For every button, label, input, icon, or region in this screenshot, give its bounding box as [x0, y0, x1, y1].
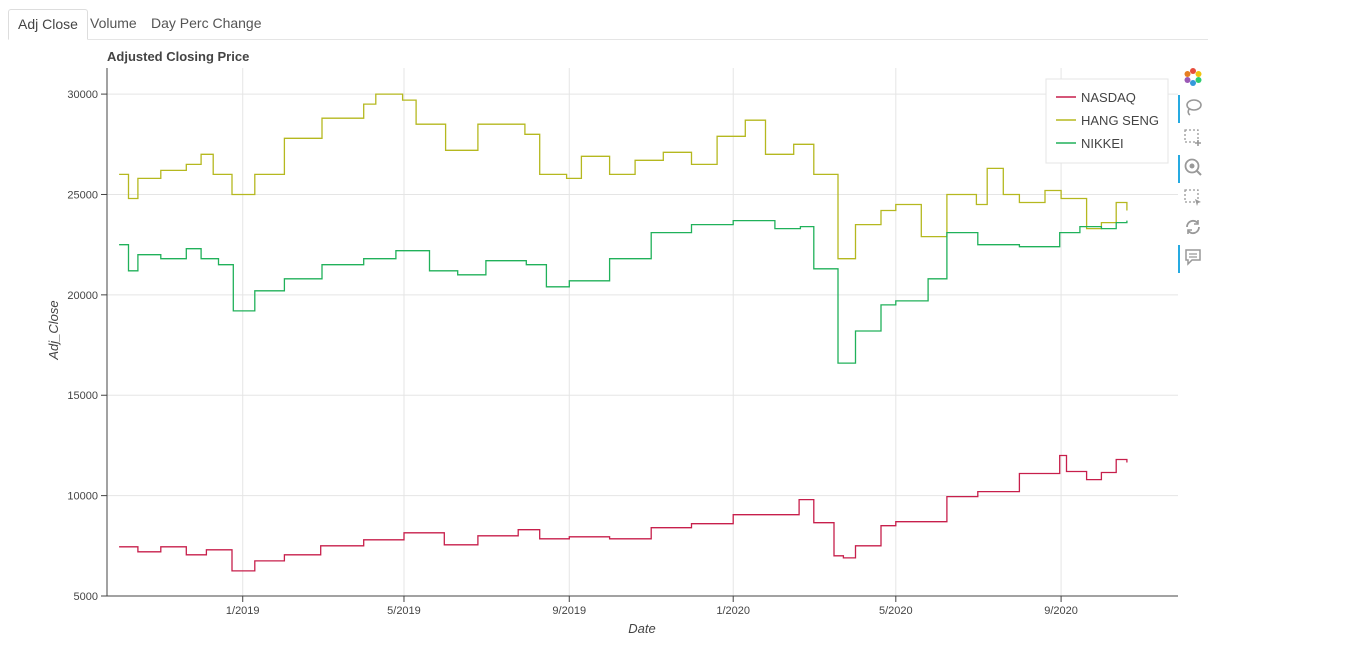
tab-bar: Adj Close Volume Day Perc Change: [8, 9, 1208, 40]
tab-day-perc-change[interactable]: Day Perc Change: [151, 15, 262, 31]
series-line-hang-seng: [119, 93, 1128, 260]
legend-label: HANG SENG: [1081, 113, 1159, 128]
series-line-nikkei: [119, 219, 1128, 364]
box-zoom-tool[interactable]: [1178, 124, 1208, 154]
axes: 5000 10000 15000 20000 25000 30000 1/2019 5/201…: [67, 68, 1178, 617]
x-tick-label: 9/2019: [552, 605, 586, 617]
bokeh-logo-tool[interactable]: [1178, 64, 1208, 94]
wheel-zoom-tool[interactable]: [1178, 154, 1208, 184]
legend: NASDAQ HANG SENG NIKKEI: [1045, 78, 1169, 164]
lasso-select-tool[interactable]: [1178, 94, 1208, 124]
hover-icon: [1183, 247, 1203, 272]
box-select-tool[interactable]: [1178, 184, 1208, 214]
hover-tool[interactable]: [1178, 244, 1208, 274]
x-axis-label: Date: [628, 621, 655, 636]
reset-tool[interactable]: [1178, 214, 1208, 244]
bokeh-logo-icon: [1183, 67, 1203, 92]
y-axis-label: Adj_Close: [46, 300, 61, 360]
lasso-select-icon: [1183, 97, 1203, 122]
x-tick-label: 9/2020: [1044, 605, 1078, 617]
x-tick-label: 5/2020: [879, 605, 913, 617]
box-zoom-icon: [1183, 127, 1203, 152]
x-tick-label: 1/2020: [716, 605, 750, 617]
y-tick-label: 5000: [74, 591, 98, 603]
x-tick-label: 1/2019: [226, 605, 260, 617]
y-tick-label: 20000: [67, 290, 98, 302]
tab-volume[interactable]: Volume: [90, 15, 137, 31]
legend-box: [1045, 78, 1169, 164]
y-tick-label: 15000: [67, 390, 98, 402]
series-layer: [119, 93, 1128, 572]
legend-label: NASDAQ: [1081, 90, 1136, 105]
y-tick-label: 10000: [67, 491, 98, 503]
chart[interactable]: 5000 10000 15000 20000 25000 30000 1/2019 5/201…: [0, 40, 1180, 640]
grid: [107, 68, 1178, 597]
y-tick-label: 30000: [67, 89, 98, 101]
legend-label: NIKKEI: [1081, 136, 1124, 151]
tab-adj-close[interactable]: Adj Close: [8, 9, 88, 40]
reset-icon: [1183, 217, 1203, 242]
wheel-zoom-icon: [1183, 157, 1203, 182]
chart-title: Adjusted Closing Price: [107, 49, 249, 64]
box-select-icon: [1183, 187, 1203, 212]
toolbar: [1178, 64, 1208, 274]
series-line-nasdaq: [119, 454, 1128, 572]
y-tick-label: 25000: [67, 189, 98, 201]
x-tick-label: 5/2019: [387, 605, 421, 617]
